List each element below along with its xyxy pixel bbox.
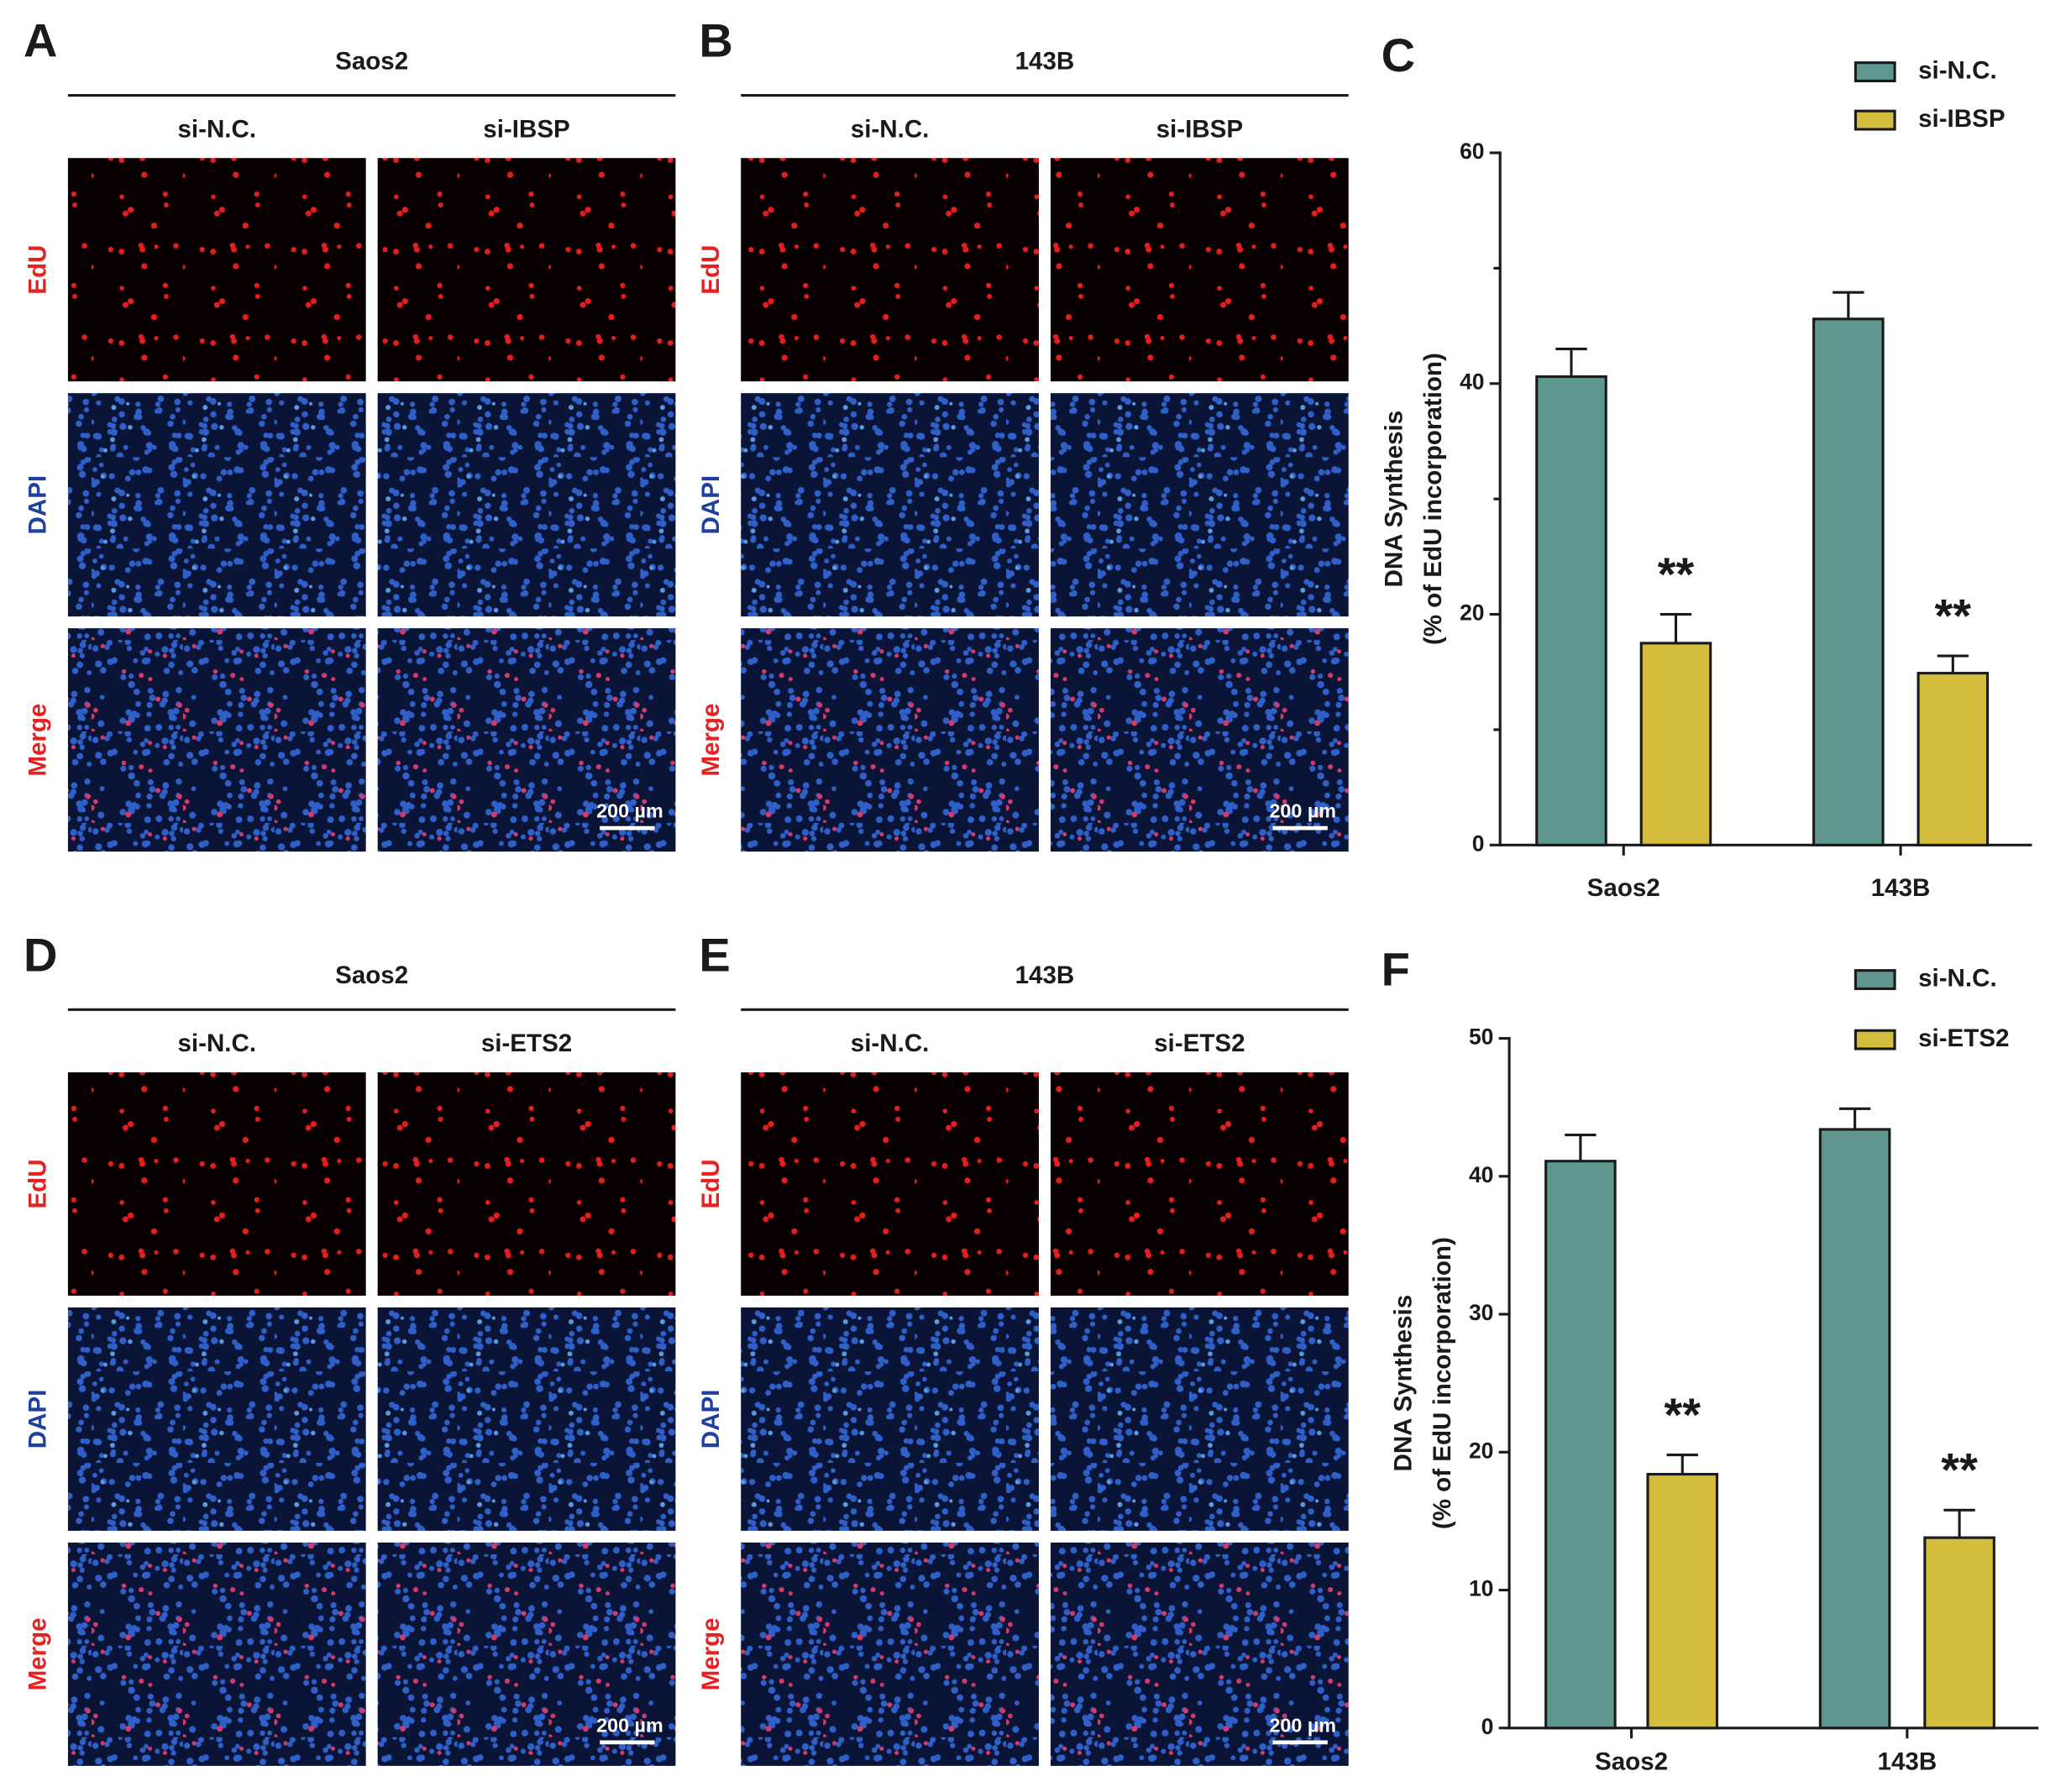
y-tick-label: 0: [1481, 1714, 1494, 1739]
row-label: EdU: [24, 245, 51, 295]
significance: **: [1658, 548, 1695, 600]
bar: [1812, 317, 1885, 846]
micrograph: [1050, 1072, 1349, 1296]
cell-line-title: Saos2: [335, 961, 408, 989]
bar: [1923, 1536, 1995, 1730]
row-label: EdU: [24, 1159, 51, 1208]
bar: [1544, 1160, 1617, 1730]
row-label: Merge: [697, 704, 725, 777]
micrograph: [67, 158, 366, 382]
micrograph: [741, 1542, 1039, 1766]
column-label: si-N.C.: [177, 1030, 256, 1057]
column-label: si-ETS2: [1154, 1030, 1245, 1057]
row-label: DAPI: [24, 1390, 51, 1449]
x-tick-label: 143B: [1878, 1748, 1938, 1776]
cell-line-title: Saos2: [335, 47, 408, 75]
micrograph: [741, 393, 1039, 617]
micrograph: [67, 628, 366, 852]
micrograph: [67, 1307, 366, 1531]
y-tick-label: 40: [1460, 369, 1484, 395]
legend-label: si-N.C.: [1918, 964, 1997, 992]
panel-label: B: [699, 14, 732, 67]
row-label: Merge: [24, 704, 51, 777]
bar: [1818, 1128, 1891, 1730]
panel-label: C: [1382, 29, 1415, 81]
panel-label: A: [24, 14, 57, 67]
micrograph: [67, 1542, 366, 1766]
micrograph: [741, 1072, 1039, 1296]
column-label: si-N.C.: [851, 115, 930, 143]
column-label: si-IBSP: [1156, 115, 1243, 143]
y-axis-label: DNA Synthesis: [1389, 1295, 1417, 1472]
panel-label: D: [24, 928, 57, 981]
y-tick-label: 30: [1469, 1300, 1493, 1325]
micrograph: [1050, 158, 1349, 382]
bar: [1917, 672, 1990, 846]
micrograph: [1050, 393, 1349, 617]
scale-bar-label: 200 µm: [596, 800, 663, 822]
y-tick-label: 20: [1460, 600, 1484, 626]
legend-swatch: [1854, 969, 1896, 990]
cell-line-title: 143B: [1015, 961, 1075, 989]
y-tick-label: 40: [1469, 1162, 1493, 1187]
row-label: EdU: [697, 1159, 725, 1208]
scale-bar-label: 200 µm: [1269, 800, 1336, 822]
micrograph: [377, 158, 676, 382]
y-axis-label: DNA Synthesis: [1381, 411, 1408, 588]
micrograph: [741, 158, 1039, 382]
micrograph: [67, 1072, 366, 1296]
legend-label: si-ETS2: [1918, 1024, 2009, 1052]
y-tick-label: 50: [1469, 1024, 1493, 1050]
cell-line-title: 143B: [1015, 47, 1075, 75]
scale-bar-label: 200 µm: [596, 1714, 663, 1736]
micrograph: [1050, 1307, 1349, 1531]
bar: [1639, 642, 1712, 846]
micrograph: [1050, 628, 1349, 852]
row-label: DAPI: [697, 475, 725, 535]
x-tick-label: 143B: [1871, 874, 1931, 902]
row-label: Merge: [24, 1617, 51, 1690]
micrograph: [377, 628, 676, 852]
y-tick-label: 0: [1472, 831, 1485, 856]
x-tick-label: Saos2: [1595, 1748, 1668, 1776]
row-label: EdU: [697, 245, 725, 295]
micrograph: [377, 1307, 676, 1531]
significance: **: [1664, 1388, 1701, 1441]
y-tick-label: 60: [1460, 139, 1484, 164]
legend-swatch: [1854, 109, 1896, 131]
significance: **: [1935, 589, 1972, 642]
legend-swatch: [1854, 1029, 1896, 1051]
row-label: DAPI: [697, 1390, 725, 1449]
micrograph: [741, 1307, 1039, 1531]
panel-label: E: [699, 928, 730, 981]
row-label: Merge: [697, 1617, 725, 1690]
column-label: si-N.C.: [177, 115, 256, 143]
y-axis-label: (% of EdU incorporation): [1429, 1237, 1456, 1529]
column-label: si-ETS2: [481, 1030, 572, 1057]
y-tick-label: 20: [1469, 1438, 1493, 1463]
scale-bar-label: 200 µm: [1269, 1714, 1336, 1736]
micrograph: [67, 393, 366, 617]
x-tick-label: Saos2: [1587, 874, 1660, 902]
panel-label: F: [1382, 943, 1410, 996]
significance: **: [1941, 1444, 1978, 1496]
row-label: DAPI: [24, 475, 51, 535]
micrograph: [1050, 1542, 1349, 1766]
column-label: si-IBSP: [483, 115, 569, 143]
micrograph: [377, 1072, 676, 1296]
legend-label: si-N.C.: [1918, 56, 1997, 84]
legend-label: si-IBSP: [1918, 105, 2005, 133]
legend-swatch: [1854, 61, 1896, 82]
bar: [1535, 375, 1607, 846]
y-axis-label: (% of EdU incorporation): [1419, 353, 1447, 645]
micrograph: [377, 393, 676, 617]
micrograph: [377, 1542, 676, 1766]
bar: [1646, 1473, 1719, 1730]
column-label: si-N.C.: [851, 1030, 930, 1057]
y-tick-label: 10: [1469, 1576, 1493, 1601]
micrograph: [741, 628, 1039, 852]
